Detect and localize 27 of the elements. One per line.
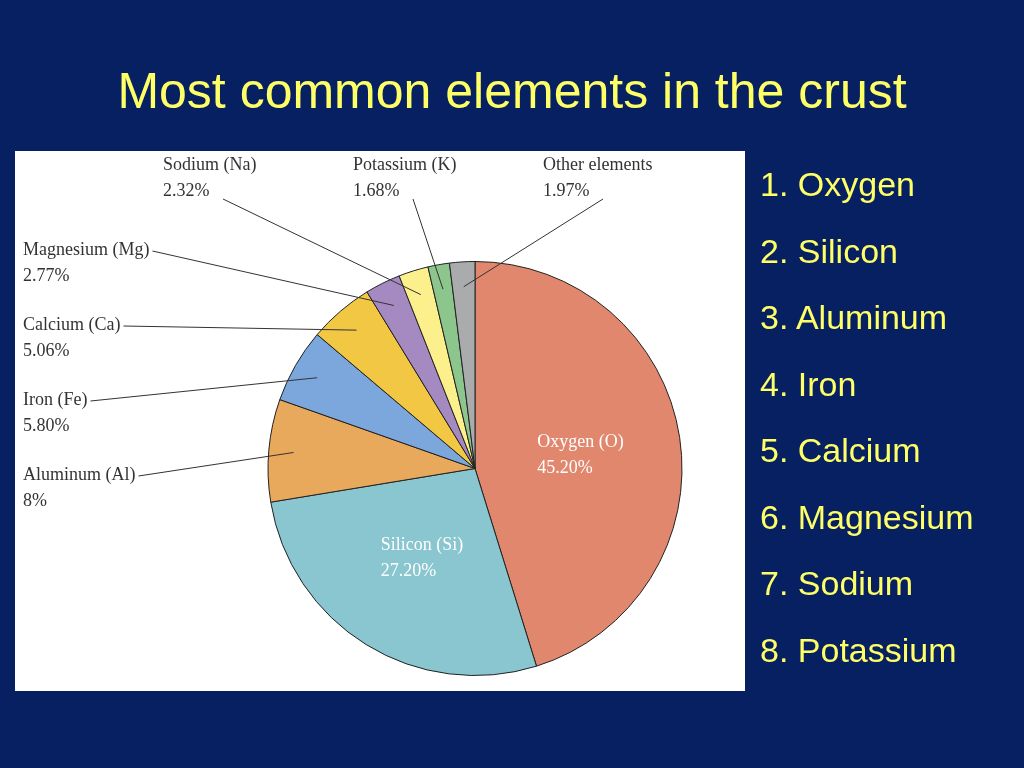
data-label: 5.80%	[23, 414, 70, 435]
slice-label: Magnesium (Mg)	[23, 238, 150, 260]
slice-label: Aluminum (Al)	[23, 463, 136, 485]
data-label: 5.06%	[23, 339, 70, 360]
slice-label: Calcium (Ca)	[23, 313, 121, 335]
text: 7. Sodium	[760, 564, 915, 604]
data-label: 2.77%	[23, 264, 70, 285]
slice-label: Sodium (Na)	[163, 153, 257, 175]
data-label: 45.20%	[537, 456, 593, 477]
slice-label: Oxygen (O)	[537, 430, 624, 452]
text: 2. Silicon	[760, 231, 899, 272]
slice-label: Iron (Fe)	[23, 388, 88, 410]
chart-title: Most common elements in the crust	[116, 62, 908, 120]
text: 3. Aluminum	[760, 298, 949, 338]
text: 1. Oxygen	[760, 165, 916, 205]
data-label: 27.20%	[380, 560, 437, 581]
slice-label: Silicon (Si)	[380, 534, 464, 556]
data-label: 1.68%	[353, 179, 400, 200]
data-label: 1.97%	[543, 179, 590, 200]
text: 8. Potassium	[760, 630, 958, 671]
data-label: 8%	[23, 489, 47, 510]
data-label: 2.32%	[163, 179, 210, 200]
text: 4. Iron	[760, 364, 858, 405]
slice-label: Potassium (K)	[353, 153, 457, 175]
text: 5. Calcium	[760, 431, 922, 471]
slice-label: Other elements	[543, 153, 653, 174]
text: 6. Magnesium	[760, 497, 974, 538]
